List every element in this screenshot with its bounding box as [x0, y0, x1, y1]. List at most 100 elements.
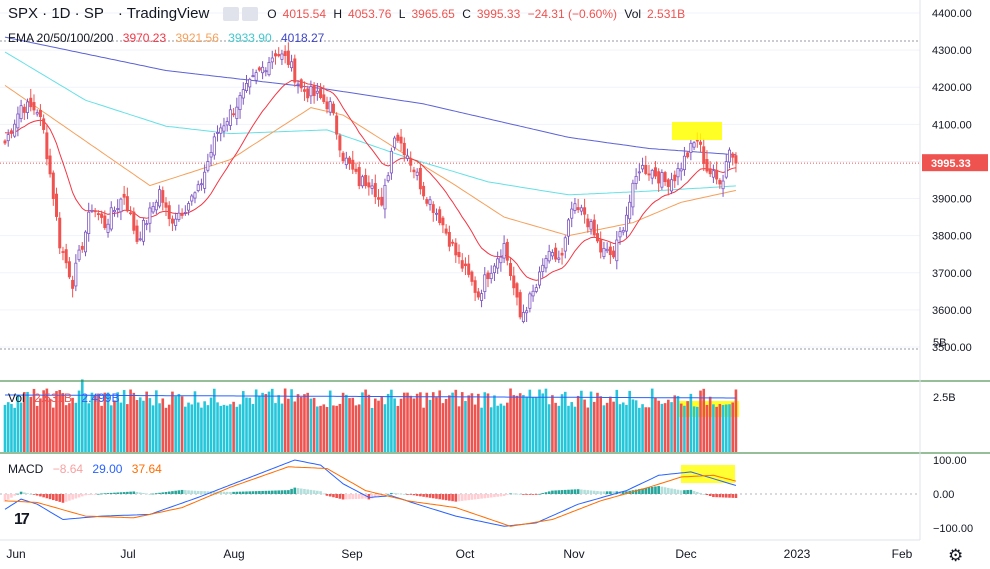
volume-bar	[605, 402, 609, 452]
candle-body	[319, 89, 323, 98]
volume-bar	[52, 407, 55, 452]
volume-bar	[254, 389, 258, 452]
volume-bar	[431, 392, 435, 452]
candle-body	[235, 106, 239, 119]
macd-hist-bar	[52, 494, 55, 501]
volume-bar	[515, 395, 519, 452]
volume-bar	[660, 403, 664, 452]
volume-bar	[293, 401, 297, 452]
macd-hist-bar	[673, 489, 677, 494]
volume-bar	[184, 406, 187, 452]
candle-body	[154, 201, 158, 211]
candle-body	[634, 175, 638, 184]
volume-bar	[676, 395, 680, 452]
volume-bar	[219, 405, 223, 452]
volume-bar	[477, 393, 480, 452]
macd-hist-bar	[609, 491, 612, 494]
volume-bar	[512, 395, 516, 452]
open-value: 4015.54	[282, 6, 327, 21]
candle-body	[228, 109, 232, 126]
macd-hist-bar	[26, 493, 29, 495]
time-tick-label: Aug	[223, 547, 244, 561]
candle-body	[232, 113, 236, 116]
macd-hist-bar	[241, 491, 245, 494]
candle-body	[402, 142, 406, 156]
volume-bar	[563, 391, 567, 452]
candle-body	[42, 118, 46, 130]
macd-hist-bar	[522, 494, 525, 495]
volume-bar	[522, 395, 525, 452]
candle-body	[225, 121, 229, 126]
volume-bar	[312, 397, 316, 452]
candle-body	[138, 238, 142, 241]
macd-hist-bar	[654, 486, 657, 494]
wave-toggle-icon[interactable]	[242, 6, 259, 21]
volume-bar	[402, 392, 406, 452]
volume-bar	[386, 393, 390, 452]
candle-body	[541, 264, 545, 272]
macd-hist-bar	[576, 489, 580, 494]
volume-bar	[364, 389, 367, 452]
candle-body	[705, 159, 709, 172]
candle-body	[624, 214, 628, 232]
macd-hist-bar	[554, 490, 557, 494]
ema-label[interactable]: EMA 20/50/100/200	[8, 31, 114, 45]
settings-gear-icon[interactable]: ⚙	[948, 546, 964, 565]
macd-hist-bar	[229, 491, 232, 494]
volume-bar	[119, 402, 123, 452]
candle-body	[364, 175, 368, 187]
candle-body	[389, 150, 393, 174]
candle-body	[589, 221, 593, 230]
macd-hist-bar	[592, 490, 596, 494]
volume-bar	[724, 404, 728, 452]
macd-hist-bar	[93, 494, 97, 495]
candle-body	[22, 106, 26, 113]
volume-bar	[116, 392, 119, 452]
macd-hist-bar	[551, 490, 554, 494]
volume-bar	[158, 403, 161, 452]
macd-hist-bar	[345, 494, 348, 500]
volume-bar	[100, 405, 103, 452]
candle-body	[241, 89, 245, 99]
macd-hist-bar	[277, 490, 280, 494]
macd-hist-bar	[480, 494, 483, 499]
candle-body	[418, 167, 422, 190]
volume-bar	[554, 402, 557, 452]
volume-bar	[625, 404, 628, 452]
volume-bar	[35, 405, 39, 452]
macd-hist-bar	[486, 494, 490, 498]
volume-bar	[647, 407, 651, 452]
macd-hist-bar	[634, 489, 638, 494]
macd-hist-bar	[412, 494, 416, 496]
volume-value: 2.531B	[647, 6, 686, 21]
candle-body	[199, 183, 203, 186]
last-price-tag	[922, 154, 988, 172]
candle-body	[512, 275, 516, 289]
macd-hist-bar	[103, 493, 107, 495]
macd-hist-bar	[68, 494, 71, 501]
price-gridlines	[0, 12, 920, 350]
macd-hist-bar	[171, 491, 174, 494]
macd-hist-bar	[206, 491, 210, 494]
volume-bar	[409, 395, 413, 452]
macd-hist-bar	[280, 490, 284, 494]
symbol-title[interactable]: SPX · 1D · SP	[8, 5, 104, 22]
candle-body	[428, 199, 432, 205]
volume-label[interactable]: Vol	[8, 391, 25, 405]
volume-bar	[338, 403, 342, 452]
macd-hist-bar	[151, 493, 155, 495]
macd-hist-bar	[544, 492, 548, 494]
tradingview-logo-icon[interactable]: 17	[14, 511, 30, 528]
candle-body	[328, 101, 332, 113]
volume-bar	[238, 404, 242, 452]
macd-hist-bar	[586, 490, 590, 494]
volume-bar	[48, 398, 52, 452]
volume-bar	[142, 400, 145, 452]
macd-label[interactable]: MACD	[8, 462, 44, 476]
candle-body	[280, 53, 284, 60]
macd-hist-bar	[419, 494, 422, 497]
compare-toggle[interactable]	[223, 6, 240, 21]
time-tick-label: Nov	[563, 547, 584, 561]
price-tick-label: 4100.00	[932, 119, 972, 131]
